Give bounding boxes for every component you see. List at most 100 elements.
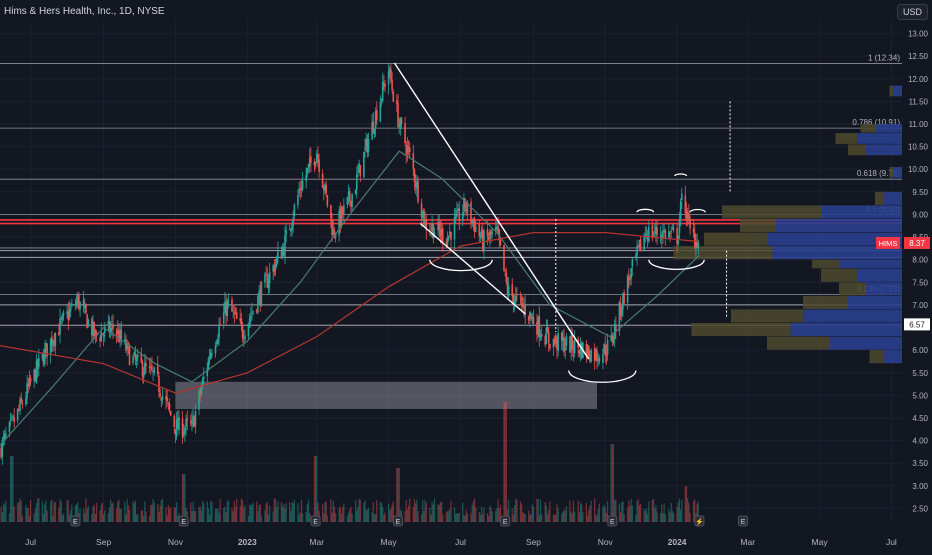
candle-body — [697, 240, 700, 249]
candle-body — [112, 324, 114, 330]
volume-bar — [68, 514, 71, 522]
candle-body — [539, 335, 542, 337]
candle-body — [177, 417, 179, 430]
volume-bar — [266, 502, 268, 522]
volume-bar — [603, 504, 605, 522]
time-tick-label: Jul — [455, 537, 466, 547]
volume-bar — [79, 508, 81, 522]
price-tick-label: 5.00 — [912, 391, 928, 400]
earnings-marker-icon — [70, 515, 81, 527]
volume-bar — [450, 500, 452, 522]
pattern-arc — [648, 259, 705, 270]
volume-bar — [409, 498, 411, 522]
candle-body — [134, 354, 137, 360]
volume-bar — [4, 504, 6, 522]
volume-bar — [92, 506, 94, 522]
candle-body — [643, 235, 645, 251]
candle-body — [693, 232, 696, 247]
volume-bar — [226, 501, 228, 522]
candle-body — [145, 363, 147, 367]
volume-bar — [42, 513, 45, 522]
candle-body — [578, 350, 581, 354]
volume-bar — [152, 499, 154, 522]
candle-body — [357, 172, 359, 174]
volume-profile-bar — [857, 268, 902, 282]
volume-bar — [158, 512, 160, 522]
volume-bar — [486, 513, 489, 522]
candle-body — [132, 356, 134, 364]
volume-bar — [661, 504, 663, 522]
volume-bar — [364, 500, 366, 522]
volume-bar — [562, 511, 564, 522]
volume-bar — [134, 500, 137, 522]
volume-profile-bar — [889, 166, 893, 178]
candle-body — [618, 302, 621, 331]
candle-body — [350, 200, 352, 207]
volume-bar — [680, 509, 682, 522]
volume-bars — [0, 402, 699, 522]
candle-body — [688, 213, 690, 219]
volume-bar — [210, 500, 212, 522]
candle-body — [290, 228, 292, 232]
candle-body — [396, 100, 398, 104]
volume-bar — [206, 501, 208, 522]
volume-bar — [198, 507, 200, 522]
candle-body — [140, 353, 143, 363]
volume-bar — [51, 499, 53, 522]
candle-body — [267, 281, 270, 288]
time-tick-label: Jul — [25, 537, 36, 547]
candle-body — [222, 312, 225, 324]
currency-button[interactable]: USD — [896, 4, 928, 20]
volume-bar — [258, 505, 260, 522]
earnings-marker-label: E — [181, 519, 186, 526]
candle-body — [372, 121, 375, 133]
volume-bar — [565, 505, 567, 522]
volume-bar — [671, 510, 673, 522]
volume-bar — [66, 500, 68, 522]
candle-body — [423, 208, 425, 225]
candle-body — [20, 397, 22, 402]
candle-body — [487, 237, 490, 240]
candle-body — [167, 402, 170, 404]
volume-bar — [647, 513, 649, 522]
volume-bar — [115, 508, 118, 522]
candle-body — [398, 125, 400, 128]
volume-bar — [516, 500, 518, 522]
candle-body — [479, 236, 482, 238]
volume-bar — [52, 515, 54, 522]
candle-body — [324, 184, 326, 191]
volume-bar — [499, 504, 502, 522]
volume-bar — [265, 503, 267, 522]
volume-bar — [93, 504, 95, 522]
volume-bar — [482, 514, 484, 522]
volume-bar — [598, 503, 600, 522]
volume-bar — [95, 502, 98, 522]
candle-body — [118, 330, 120, 342]
volume-bar — [417, 510, 419, 522]
volume-bar — [349, 509, 351, 522]
volume-bar — [305, 511, 307, 522]
volume-bar — [636, 501, 638, 522]
candle-body — [364, 147, 366, 150]
candle-body — [43, 348, 46, 365]
candle-body — [497, 225, 499, 231]
volume-bar — [644, 510, 646, 522]
candle-body — [301, 180, 304, 190]
volume-bar — [694, 499, 696, 522]
candle-body — [473, 220, 476, 232]
volume-bar — [605, 513, 608, 522]
candle-body — [569, 336, 571, 353]
candle-body — [95, 332, 98, 336]
volume-bar — [74, 505, 76, 522]
event-markers: E E E E E E ⚡ E — [70, 515, 749, 527]
candle-body — [629, 279, 631, 280]
candle-body — [29, 378, 32, 382]
volume-bar — [84, 513, 86, 522]
volume-bar — [8, 513, 11, 522]
volume-bar — [490, 507, 492, 522]
support-zone — [175, 381, 598, 409]
volume-bar — [61, 515, 64, 522]
candle-body — [412, 153, 415, 169]
